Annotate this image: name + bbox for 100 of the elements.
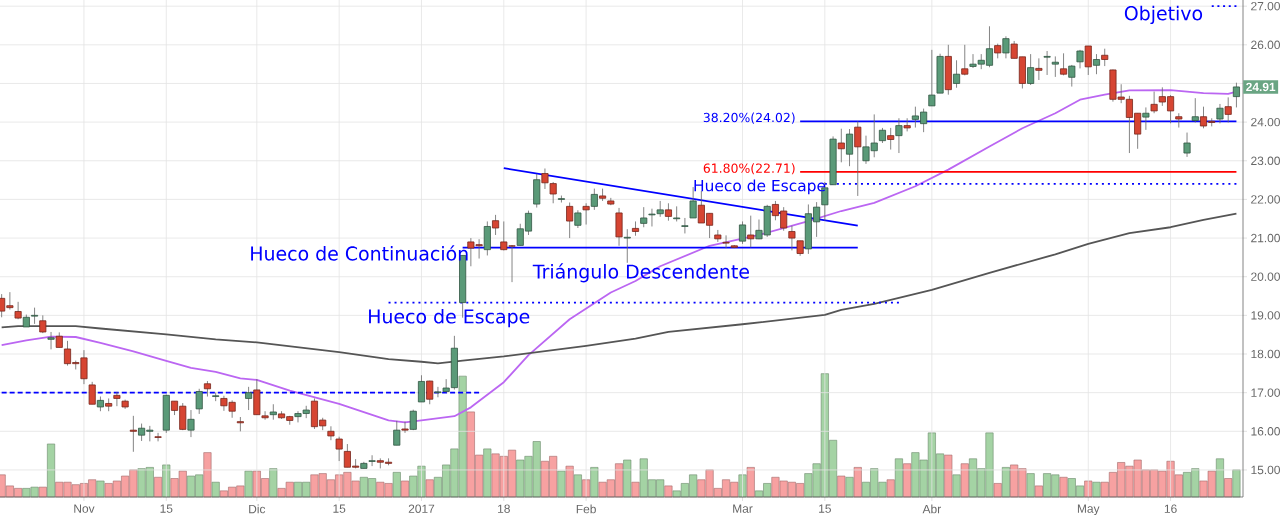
bar [664, 485, 673, 498]
bar [573, 474, 582, 498]
candlestick [788, 225, 796, 251]
bar [886, 479, 895, 498]
x-tick-label: 16 [1164, 504, 1177, 513]
y-tick-label: 19.00 [1251, 311, 1280, 320]
candlestick [541, 168, 549, 190]
candlestick [854, 120, 862, 197]
bar [853, 467, 862, 498]
bar [1026, 473, 1035, 498]
annotation: 61.80%(22.71) [703, 163, 795, 175]
candlestick [31, 307, 39, 325]
x-tick-label: 15 [819, 504, 831, 513]
candlestick [236, 416, 244, 432]
candlestick [105, 398, 113, 412]
bar [1232, 469, 1241, 498]
candlestick [615, 207, 623, 247]
bar [1215, 458, 1224, 498]
candlestick [1142, 107, 1150, 131]
x-tick-label: May [1077, 504, 1100, 515]
line-series [0, 212, 1238, 365]
candlestick [953, 59, 961, 89]
candlestick [1092, 53, 1101, 75]
y-tick-label: 18.00 [1251, 349, 1280, 359]
annotation: Hueco de Continuación [251, 245, 468, 261]
y-tick-label: 17.00 [1251, 388, 1280, 397]
candlestick [582, 202, 590, 225]
candlestick [47, 331, 55, 350]
candlestick [261, 410, 269, 421]
bar [1034, 485, 1043, 498]
annotation: 38.20%(24.02) [703, 112, 795, 124]
x-tick-label: Abr [922, 504, 941, 514]
candlestick [1051, 56, 1059, 78]
candlestick [1191, 97, 1199, 123]
bar [903, 463, 912, 498]
x-tick-label: 15 [333, 504, 346, 513]
candlestick [245, 386, 253, 411]
candlestick [1084, 45, 1092, 76]
y-tick-label: 16.00 [1251, 427, 1280, 436]
bar [993, 483, 1002, 498]
y-tick-label: 21.00 [1251, 233, 1280, 243]
candlestick [1232, 82, 1240, 108]
bar [38, 486, 47, 498]
candlestick [1175, 112, 1183, 128]
candlestick [887, 127, 895, 150]
bar [944, 454, 953, 498]
bar [244, 470, 253, 498]
candlestick [1002, 35, 1010, 59]
bar [631, 481, 640, 498]
candlestick [846, 128, 854, 167]
bar [894, 458, 903, 498]
x-tick-label: 18 [498, 504, 510, 513]
candlestick [1027, 53, 1035, 86]
bar [154, 476, 163, 498]
y-tick-label: 15.00 [1251, 465, 1280, 475]
candlestick [566, 202, 574, 239]
candlestick [1043, 50, 1051, 76]
bar [960, 463, 969, 498]
y-tick-label: 20.00 [1251, 272, 1280, 281]
bar [623, 459, 632, 498]
candlestick [837, 128, 845, 163]
candlestick [895, 117, 903, 154]
candlestick [1150, 91, 1158, 114]
candlestick [335, 436, 343, 462]
candlestick [426, 380, 434, 405]
bar [203, 452, 212, 498]
bar [483, 448, 492, 498]
bar [1224, 478, 1233, 498]
annotation: Hueco de Escape [694, 179, 826, 195]
x-tick-label: 2017 [408, 504, 435, 513]
y-tick-label: 27.00 [1251, 1, 1280, 11]
candlestick [129, 415, 137, 453]
candlestick [368, 454, 376, 467]
candlestick [590, 188, 598, 211]
bar [1059, 476, 1068, 498]
bar [392, 472, 401, 498]
bar [565, 465, 574, 498]
candlestick [417, 374, 425, 403]
bar [557, 470, 566, 498]
candlestick [483, 221, 491, 256]
x-tick-label: Dic [249, 504, 266, 514]
candlestick [961, 44, 969, 76]
candlestick [640, 206, 648, 228]
bar [837, 475, 846, 498]
candlestick [187, 409, 195, 438]
bar [425, 479, 434, 498]
bar [47, 443, 56, 498]
candlestick [401, 421, 409, 434]
candlestick [928, 49, 936, 107]
y-tick-label: 24.00 [1251, 117, 1280, 127]
bar [401, 480, 410, 498]
x-tick-label: 15 [160, 504, 173, 513]
candlestick [623, 228, 631, 264]
x-tick-label: Nov [74, 504, 95, 513]
y-tick-label: 22.00 [1251, 195, 1280, 204]
candlestick [88, 381, 96, 405]
bar [952, 474, 961, 498]
candlestick [492, 214, 500, 236]
x-tick-label: Mar [733, 504, 753, 513]
candlestick [195, 388, 203, 415]
